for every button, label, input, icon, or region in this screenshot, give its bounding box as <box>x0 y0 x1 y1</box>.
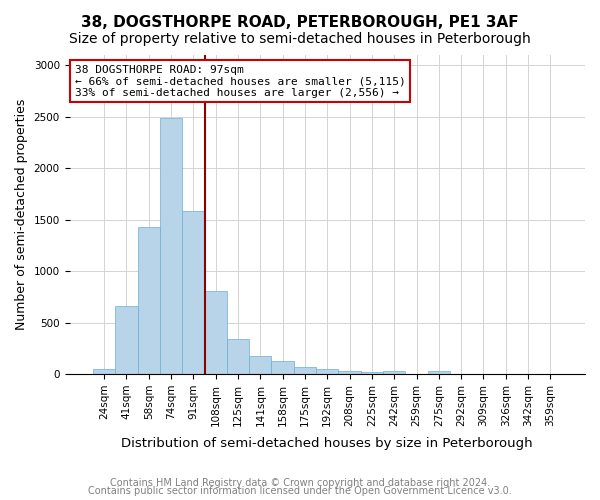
Bar <box>383 372 406 374</box>
Bar <box>316 370 338 374</box>
Bar <box>338 372 361 374</box>
Bar <box>160 118 182 374</box>
Text: Contains HM Land Registry data © Crown copyright and database right 2024.: Contains HM Land Registry data © Crown c… <box>110 478 490 488</box>
Text: Size of property relative to semi-detached houses in Peterborough: Size of property relative to semi-detach… <box>69 32 531 46</box>
Bar <box>205 290 227 374</box>
Bar <box>93 369 115 374</box>
Bar <box>115 306 137 374</box>
Bar <box>294 368 316 374</box>
Text: Contains public sector information licensed under the Open Government Licence v3: Contains public sector information licen… <box>88 486 512 496</box>
Text: 38 DOGSTHORPE ROAD: 97sqm
← 66% of semi-detached houses are smaller (5,115)
33% : 38 DOGSTHORPE ROAD: 97sqm ← 66% of semi-… <box>74 64 406 98</box>
Bar <box>428 371 450 374</box>
Bar <box>271 360 294 374</box>
Bar <box>249 356 271 374</box>
X-axis label: Distribution of semi-detached houses by size in Peterborough: Distribution of semi-detached houses by … <box>121 437 533 450</box>
Bar <box>361 372 383 374</box>
Text: 38, DOGSTHORPE ROAD, PETERBOROUGH, PE1 3AF: 38, DOGSTHORPE ROAD, PETERBOROUGH, PE1 3… <box>81 15 519 30</box>
Bar <box>227 338 249 374</box>
Bar <box>182 212 205 374</box>
Y-axis label: Number of semi-detached properties: Number of semi-detached properties <box>15 99 28 330</box>
Bar <box>137 227 160 374</box>
